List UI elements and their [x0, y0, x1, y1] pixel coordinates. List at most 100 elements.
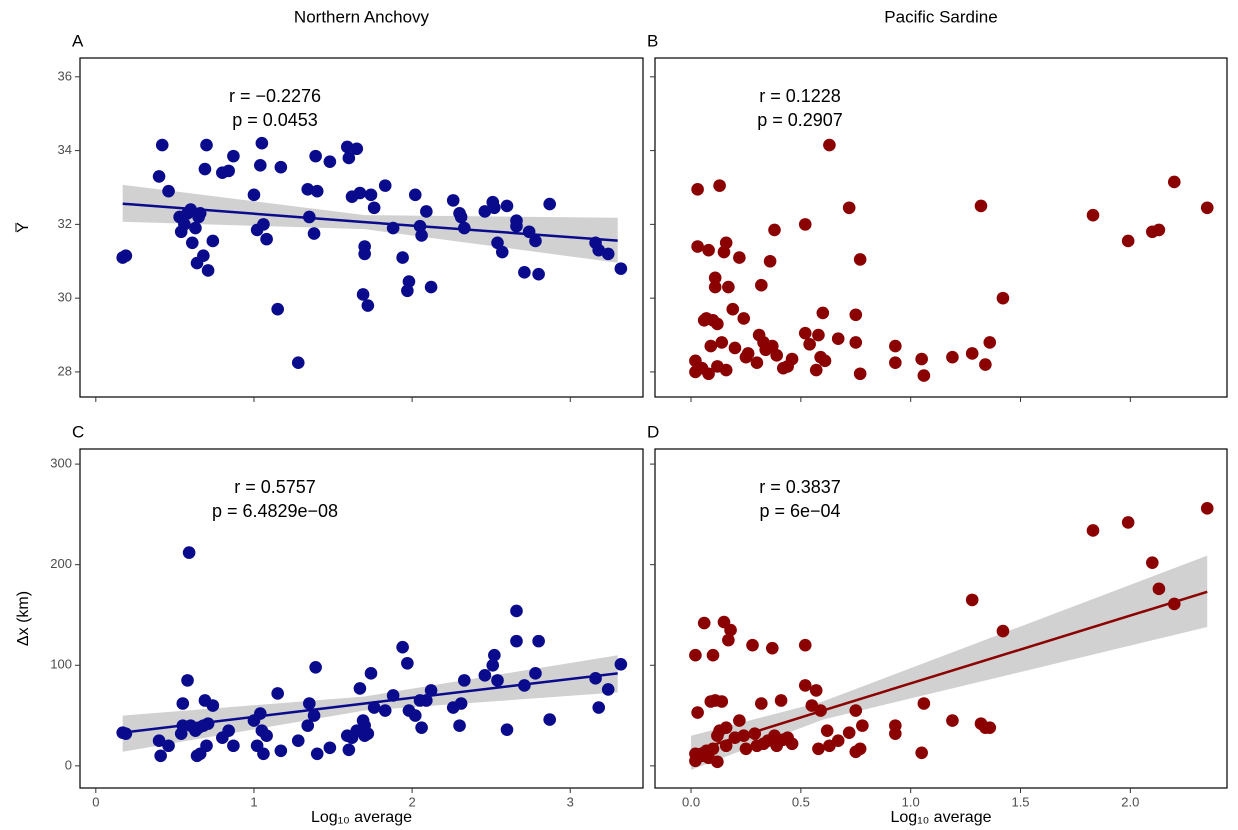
point	[889, 339, 902, 353]
point	[408, 188, 422, 202]
point	[396, 251, 409, 264]
point	[689, 648, 702, 662]
point	[361, 299, 375, 312]
point	[301, 719, 315, 732]
y-tick-label: 200	[50, 556, 72, 571]
point	[478, 669, 492, 682]
point	[768, 223, 781, 237]
regression-line	[122, 672, 618, 734]
point	[711, 317, 724, 331]
point	[691, 706, 704, 719]
point	[415, 721, 428, 734]
point	[1146, 556, 1159, 569]
point	[510, 219, 523, 233]
point	[755, 697, 768, 710]
point	[915, 746, 928, 760]
x-tick-label: 0.0	[682, 794, 700, 809]
point	[367, 201, 381, 215]
point	[889, 356, 902, 369]
point	[260, 729, 273, 742]
x-tick-label: 2.0	[1121, 794, 1139, 809]
point	[750, 356, 764, 369]
point	[457, 221, 471, 235]
x-tick-label: 1.0	[902, 794, 920, 809]
point	[803, 337, 816, 351]
point	[364, 188, 378, 202]
point	[601, 247, 615, 261]
point	[719, 236, 733, 250]
point	[697, 616, 711, 630]
point	[853, 253, 867, 266]
point	[162, 739, 175, 753]
point	[728, 341, 742, 355]
column-title: Northern Anchovy	[294, 7, 430, 26]
point	[713, 179, 726, 192]
point	[500, 723, 514, 736]
point	[917, 697, 931, 710]
point	[733, 714, 746, 727]
point	[257, 747, 270, 761]
point	[152, 170, 166, 183]
point	[719, 721, 733, 734]
point	[798, 218, 812, 231]
point	[592, 701, 606, 714]
point	[816, 306, 830, 320]
point	[424, 280, 438, 294]
regression-line	[122, 202, 618, 242]
point	[708, 280, 722, 294]
point	[798, 679, 812, 692]
point	[182, 546, 196, 559]
point	[415, 229, 428, 242]
point	[715, 336, 729, 349]
stat-annotation: p = 0.0453	[232, 110, 318, 130]
column-title: Pacific Sardine	[884, 7, 997, 26]
y-tick-label: 30	[58, 290, 72, 305]
point	[342, 151, 356, 165]
point	[1200, 502, 1214, 515]
point	[367, 701, 381, 714]
point	[201, 264, 215, 277]
point	[733, 251, 746, 264]
point	[206, 234, 220, 248]
point	[155, 138, 169, 152]
point	[488, 201, 501, 215]
point	[1152, 223, 1166, 237]
point	[798, 326, 812, 340]
x-tick-label: 0.5	[792, 794, 810, 809]
point	[222, 164, 235, 178]
point	[396, 640, 409, 654]
point	[691, 183, 704, 196]
point	[809, 363, 823, 377]
point	[358, 247, 371, 261]
point	[364, 667, 378, 680]
point	[446, 194, 460, 207]
point	[711, 755, 724, 769]
point	[842, 726, 856, 739]
point	[271, 687, 284, 700]
point	[176, 697, 190, 710]
point	[310, 184, 324, 198]
point	[708, 271, 722, 285]
point	[119, 249, 133, 263]
point	[356, 288, 370, 301]
x-tick-label: 3	[567, 794, 574, 809]
point	[1167, 175, 1181, 189]
point	[198, 162, 212, 176]
point	[206, 699, 220, 712]
point	[408, 709, 422, 722]
point	[722, 280, 735, 294]
point	[310, 747, 324, 761]
point	[457, 674, 471, 687]
panel-label: B	[647, 31, 658, 50]
point	[309, 149, 322, 163]
point	[946, 714, 959, 727]
point	[488, 648, 501, 662]
point	[1086, 524, 1100, 537]
point	[491, 674, 504, 687]
point	[785, 352, 799, 366]
y-axis-label: Δx (km)	[15, 591, 32, 646]
point	[353, 682, 367, 695]
point	[420, 205, 433, 218]
point	[274, 160, 288, 174]
point	[812, 742, 825, 756]
